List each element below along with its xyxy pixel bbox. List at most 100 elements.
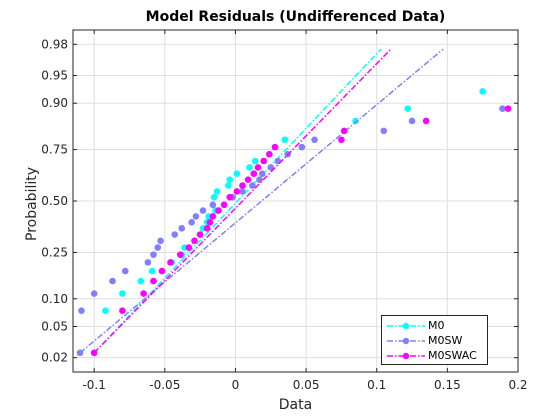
fit-line-m0sw — [79, 48, 444, 354]
data-point-m0sw — [78, 307, 85, 315]
x-tick-label: 0.15 — [434, 378, 461, 392]
data-point-m0swac — [422, 117, 430, 125]
data-point-m0sw — [267, 164, 275, 171]
data-point-m0 — [225, 182, 232, 189]
x-tick-label: 0.1 — [367, 378, 386, 392]
y-tick-label: 0.05 — [41, 319, 68, 333]
data-point-m0swac — [191, 237, 198, 245]
data-point-m0sw — [90, 290, 98, 297]
data-point-m0swac — [233, 188, 241, 195]
data-point-m0swac — [239, 182, 246, 189]
data-point-m0sw — [154, 244, 162, 251]
data-point-m0swac — [209, 213, 217, 220]
data-point-m0swac — [185, 244, 193, 251]
legend-swatch-m0 — [387, 322, 425, 330]
data-point-m0sw — [380, 127, 388, 135]
data-point-m0 — [479, 88, 486, 95]
data-point-m0sw — [150, 251, 157, 258]
legend-entry-m0swac: M0SWAC — [382, 349, 487, 363]
data-point-m0 — [119, 290, 126, 297]
data-point-m0sw — [209, 201, 217, 209]
y-tick-label: 0.95 — [41, 69, 68, 83]
legend-entry-m0sw: M0SW — [382, 334, 487, 348]
data-point-m0 — [102, 307, 109, 315]
data-point-m0swac — [90, 349, 98, 357]
data-point-m0swac — [215, 207, 222, 214]
data-point-m0sw — [311, 136, 318, 144]
y-tick-label: 0.75 — [41, 143, 68, 157]
data-point-m0swac — [220, 201, 228, 209]
data-point-m0sw — [192, 213, 200, 220]
data-point-m0sw — [171, 231, 179, 238]
data-point-m0 — [137, 277, 145, 285]
chart-title: Model Residuals (Undifferenced Data) — [145, 9, 446, 25]
data-point-m0swac — [226, 193, 234, 201]
data-point-m0 — [251, 157, 259, 165]
data-point-m0sw — [144, 259, 152, 266]
legend-label-m0swac: M0SWAC — [428, 349, 477, 362]
data-point-m0sw — [259, 170, 266, 177]
data-point-m0sw — [499, 105, 506, 112]
y-tick-label: 0.90 — [41, 96, 68, 110]
legend-label-m0sw: M0SW — [428, 334, 463, 347]
data-point-m0swac — [244, 176, 252, 183]
legend-label-m0: M0 — [428, 319, 445, 332]
x-axis-label: Data — [278, 397, 313, 413]
data-point-m0 — [213, 188, 221, 195]
data-point-m0swac — [504, 105, 512, 112]
fit-line-m0swac — [93, 48, 392, 354]
data-point-m0swac — [119, 307, 126, 315]
data-point-m0 — [148, 267, 156, 275]
data-point-m0sw — [239, 188, 246, 195]
data-point-m0swac — [203, 225, 211, 232]
data-point-m0sw — [76, 349, 84, 357]
data-point-m0swac — [196, 231, 204, 238]
legend-swatch-m0swac — [387, 352, 425, 360]
data-point-m0 — [226, 176, 234, 183]
data-point-m0swac — [140, 290, 147, 297]
legend-swatch-m0sw — [387, 337, 425, 345]
data-point-m0sw — [188, 219, 195, 226]
data-point-m0swac — [340, 127, 348, 135]
legend-entry-m0: M0 — [382, 319, 487, 333]
legend: M0 M0SW M0SWAC — [381, 315, 488, 365]
data-point-m0sw — [298, 143, 306, 151]
data-point-m0swac — [150, 277, 157, 285]
data-point-m0swac — [266, 150, 273, 158]
data-point-m0swac — [177, 251, 184, 258]
y-tick-label: 0.25 — [41, 245, 68, 259]
data-point-m0swac — [206, 219, 214, 226]
x-tick-label: -0.1 — [82, 378, 105, 392]
y-tick-label: 0.10 — [41, 292, 68, 306]
data-point-m0swac — [250, 170, 258, 177]
data-point-m0sw — [157, 237, 164, 245]
data-point-m0sw — [408, 117, 416, 125]
data-point-m0 — [281, 136, 289, 144]
y-tick-label: 0.98 — [41, 37, 68, 51]
y-tick-label: 0.50 — [41, 194, 68, 208]
data-point-m0 — [246, 164, 253, 171]
data-point-m0swac — [338, 136, 345, 144]
data-point-m0swac — [271, 143, 279, 151]
data-point-m0 — [210, 193, 218, 201]
y-axis-label: Probability — [24, 166, 40, 242]
y-tick-label: 0.02 — [41, 351, 68, 365]
fit-line-m0 — [93, 48, 382, 354]
x-tick-label: 0.05 — [293, 378, 320, 392]
data-point-m0sw — [109, 277, 116, 285]
data-point-m0sw — [178, 225, 186, 232]
data-point-m0swac — [158, 267, 166, 275]
data-point-m0 — [404, 105, 412, 112]
data-point-m0swac — [260, 157, 268, 165]
data-point-m0 — [352, 117, 359, 125]
x-tick-label: 0.2 — [508, 378, 527, 392]
data-point-m0sw — [121, 267, 129, 275]
x-tick-label: 0 — [232, 378, 240, 392]
data-point-m0sw — [199, 207, 207, 214]
x-tick-label: -0.05 — [149, 378, 180, 392]
data-point-m0sw — [249, 182, 256, 189]
data-point-m0swac — [167, 259, 174, 266]
data-point-m0 — [233, 170, 241, 177]
data-point-m0swac — [254, 164, 262, 171]
